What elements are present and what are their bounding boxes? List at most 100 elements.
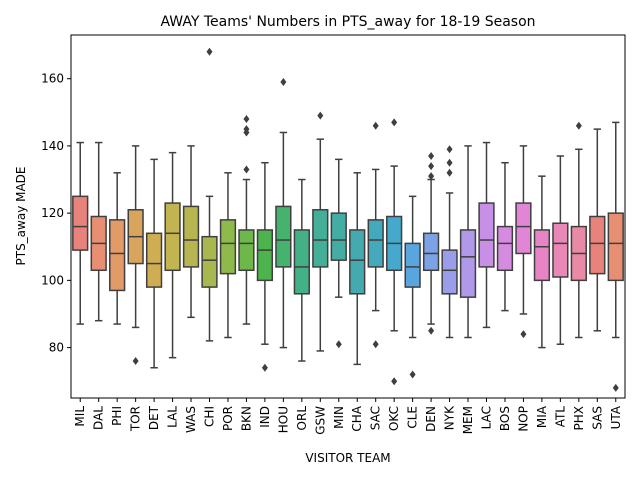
- x-tick-label: DET: [147, 405, 161, 430]
- x-tick-label: TOR: [129, 406, 143, 432]
- x-tick-label: OKC: [387, 406, 401, 431]
- box-mil: [72, 141, 89, 325]
- iqr-box: [182, 205, 200, 268]
- iqr-box: [459, 229, 477, 298]
- chart-title: AWAY Teams' Numbers in PTS_away for 18-1…: [160, 14, 535, 30]
- outlier-point: [446, 158, 453, 167]
- box-lac: [478, 141, 495, 329]
- box-dal: [90, 141, 107, 322]
- iqr-box: [145, 232, 163, 288]
- iqr-box: [293, 229, 310, 295]
- outlier-point: [132, 357, 139, 366]
- box-okc: [386, 118, 403, 386]
- x-tick-label: UTA: [609, 405, 623, 429]
- box-sas: [589, 128, 606, 332]
- box-nop: [515, 145, 532, 339]
- x-tick-label: BKN: [239, 406, 253, 431]
- iqr-box: [441, 249, 458, 295]
- x-tick-label: LAC: [480, 406, 494, 429]
- iqr-box: [589, 215, 606, 275]
- outlier-point: [446, 168, 453, 177]
- iqr-box: [404, 242, 421, 288]
- x-tick-label: CHA: [350, 405, 364, 431]
- box-mia: [533, 175, 551, 349]
- outlier-point: [206, 47, 213, 56]
- outlier-point: [428, 326, 435, 335]
- iqr-box: [496, 225, 514, 272]
- iqr-box: [238, 229, 255, 272]
- y-axis-label: PTS_away MADE: [14, 166, 28, 265]
- x-tick-label: BOS: [498, 406, 512, 431]
- x-tick-label: PHI: [110, 406, 124, 426]
- outlier-point: [575, 121, 582, 130]
- outlier-point: [261, 363, 268, 372]
- y-tick-label: 100: [41, 273, 64, 287]
- iqr-box: [367, 219, 384, 268]
- outlier-point: [391, 377, 398, 386]
- box-ind: [256, 161, 274, 372]
- x-tick-label: GSW: [313, 406, 327, 435]
- x-tick-label: SAC: [369, 406, 383, 430]
- box-atl: [552, 155, 569, 345]
- x-tick-label: PHX: [572, 406, 586, 430]
- x-tick-label: HOU: [276, 406, 290, 433]
- x-tick-label: IND: [258, 406, 272, 428]
- box-sac: [367, 121, 384, 349]
- y-tick-label: 140: [41, 139, 64, 153]
- x-tick-label: ORL: [295, 406, 309, 431]
- x-tick-label: NOP: [516, 406, 530, 432]
- iqr-box: [515, 202, 532, 255]
- box-min: [330, 158, 347, 349]
- iqr-box: [72, 195, 89, 251]
- iqr-box: [552, 222, 569, 278]
- outlier-point: [612, 383, 619, 392]
- iqr-box: [219, 219, 237, 275]
- box-tor: [127, 145, 144, 366]
- outlier-point: [372, 121, 379, 130]
- iqr-box: [109, 219, 126, 292]
- box-cle: [404, 195, 421, 379]
- outlier-point: [391, 118, 398, 127]
- x-tick-label: CLE: [406, 406, 420, 429]
- x-tick-label: ATL: [553, 406, 567, 428]
- box-cha: [349, 172, 366, 366]
- box-uta: [607, 121, 624, 392]
- x-tick-label: MIN: [332, 406, 346, 429]
- x-tick-label: DEN: [424, 406, 438, 432]
- plot-area: [72, 47, 624, 392]
- iqr-box: [607, 212, 624, 282]
- box-det: [145, 158, 163, 369]
- iqr-box: [201, 235, 218, 288]
- plot-frame: [70, 34, 626, 399]
- outlier-point: [446, 145, 453, 154]
- box-hou: [275, 78, 292, 349]
- iqr-box: [330, 212, 347, 261]
- box-gsw: [312, 111, 329, 352]
- box-bkn: [238, 115, 255, 325]
- y-tick-label: 80: [49, 341, 64, 355]
- box-phx: [570, 121, 587, 339]
- box-was: [182, 145, 200, 319]
- box-orl: [293, 178, 310, 362]
- box-mem: [459, 145, 477, 339]
- iqr-box: [164, 202, 181, 272]
- x-axis-label: VISITOR TEAM: [305, 451, 390, 465]
- x-tick-label: SAS: [590, 406, 604, 430]
- iqr-box: [275, 205, 292, 268]
- box-den: [422, 152, 440, 335]
- box-por: [219, 172, 237, 339]
- x-tick-label: MIL: [73, 406, 87, 427]
- outlier-point: [409, 370, 416, 379]
- x-tick-label: MEM: [461, 406, 475, 434]
- x-tick-label: DAL: [92, 406, 106, 430]
- box-nyk: [441, 145, 458, 339]
- iqr-box: [256, 229, 274, 282]
- outlier-point: [243, 125, 250, 134]
- y-tick-label: 160: [41, 72, 64, 86]
- outlier-point: [243, 165, 250, 174]
- x-tick-label: CHI: [203, 406, 217, 427]
- outlier-point: [372, 340, 379, 349]
- x-tick-label: POR: [221, 406, 235, 431]
- x-tick-label: MIA: [535, 405, 549, 428]
